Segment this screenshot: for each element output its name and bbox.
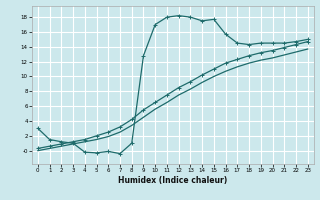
X-axis label: Humidex (Indice chaleur): Humidex (Indice chaleur): [118, 176, 228, 185]
